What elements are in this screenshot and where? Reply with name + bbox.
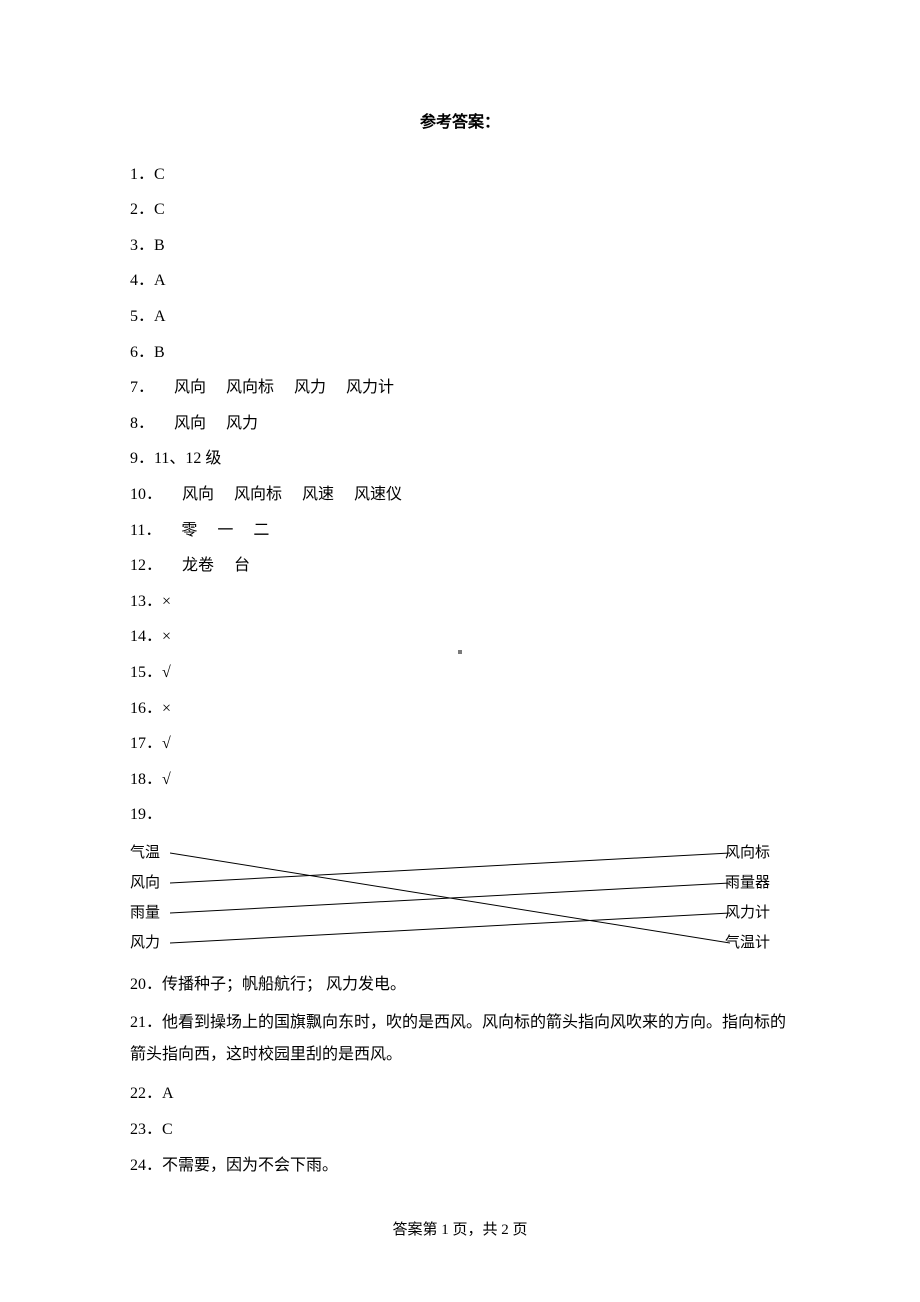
answer-16: 16．× [130, 696, 790, 722]
match-left-3: 风力 [130, 928, 160, 958]
answer-19: 19． [130, 802, 790, 828]
answer-20: 20．传播种子；帆船航行； 风力发电。 [130, 972, 790, 998]
answer-1: 1．C [130, 162, 790, 188]
answer-7: 7． 风向 风向标 风力 风力计 [130, 375, 790, 401]
answer-15: 15．√ [130, 660, 790, 686]
match-right-3: 气温计 [725, 928, 770, 958]
matching-left-labels: 气温 风向 雨量 风力 [130, 838, 160, 958]
page-title: 参考答案： [130, 110, 790, 136]
page: 参考答案： 1．C 2．C 3．B 4．A 5．A 6．B 7． 风向 风向标 … [0, 0, 920, 1302]
answer-14: 14．× [130, 624, 790, 650]
match-left-1: 风向 [130, 868, 160, 898]
answer-10: 10． 风向 风向标 风速 风速仪 [130, 482, 790, 508]
answer-9: 9．11、12 级 [130, 446, 790, 472]
matching-lines [170, 838, 730, 958]
answer-3: 3．B [130, 233, 790, 259]
answer-13: 13．× [130, 589, 790, 615]
match-left-2: 雨量 [130, 898, 160, 928]
match-edge-1 [170, 853, 730, 883]
match-left-0: 气温 [130, 838, 160, 868]
answer-21: 21．他看到操场上的国旗飘向东时，吹的是西风。风向标的箭头指向风吹来的方向。指向… [130, 1007, 790, 1071]
match-right-1: 雨量器 [725, 868, 770, 898]
matching-right-labels: 风向标 雨量器 风力计 气温计 [725, 838, 770, 958]
answer-6: 6．B [130, 340, 790, 366]
answer-2: 2．C [130, 197, 790, 223]
answer-18: 18．√ [130, 767, 790, 793]
answer-24: 24．不需要，因为不会下雨。 [130, 1153, 790, 1179]
page-footer: 答案第 1 页，共 2 页 [0, 1218, 920, 1242]
answer-23: 23．C [130, 1117, 790, 1143]
match-edge-2 [170, 883, 730, 913]
answer-17: 17．√ [130, 731, 790, 757]
match-right-0: 风向标 [725, 838, 770, 868]
answer-22: 22．A [130, 1081, 790, 1107]
match-right-2: 风力计 [725, 898, 770, 928]
answer-12: 12． 龙卷 台 [130, 553, 790, 579]
answer-5: 5．A [130, 304, 790, 330]
answer-8: 8． 风向 风力 [130, 411, 790, 437]
answer-11: 11． 零 一 二 [130, 518, 790, 544]
matching-diagram: 气温 风向 雨量 风力 风向标 雨量器 风力计 气温计 [130, 838, 770, 958]
center-marker-icon [458, 650, 462, 654]
answer-4: 4．A [130, 268, 790, 294]
match-edge-3 [170, 913, 730, 943]
